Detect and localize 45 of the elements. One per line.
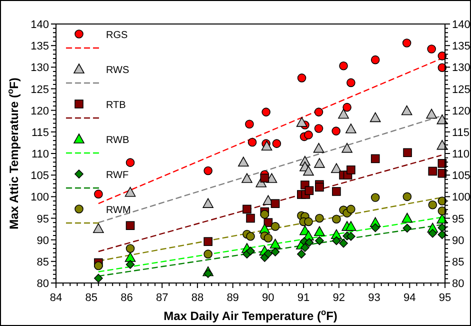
y2-tick-label: 130 <box>452 62 470 74</box>
y-tick-label: 95 <box>36 213 49 226</box>
y2-tick-label: 115 <box>452 126 470 139</box>
y2-tick-label: 125 <box>452 84 470 96</box>
y-tick-label: 100 <box>30 192 49 204</box>
x-tick-label: 87 <box>156 292 168 304</box>
y-tick-label: 85 <box>36 256 49 268</box>
x-tick-label: 90 <box>262 292 274 304</box>
legend-label: RGS <box>106 30 128 41</box>
x-tick-label: 93 <box>368 292 380 304</box>
x-tick-label: 89 <box>226 292 239 304</box>
legend-label: RWB <box>106 135 130 146</box>
y-tick-label: 125 <box>30 84 49 96</box>
y2-tick-label: 100 <box>452 192 470 204</box>
y2-tick-label: 105 <box>452 170 470 182</box>
y2-tick-label: 80 <box>452 278 464 290</box>
y2-tick-label: 95 <box>452 213 464 226</box>
x-tick-label: 84 <box>50 292 62 304</box>
y-tick-label: 80 <box>36 278 49 290</box>
x-tick-label: 92 <box>332 292 346 304</box>
y2-tick-label: 90 <box>452 234 464 247</box>
legend-label: RWF <box>106 170 129 181</box>
x-tick-label: 91 <box>297 292 310 304</box>
y2-tick-label: 110 <box>452 148 470 160</box>
y-tick-label: 140 <box>30 19 49 31</box>
legend-label: RWS <box>106 65 130 76</box>
y2-tick-label: 85 <box>452 256 464 268</box>
legend-label: RWM <box>106 205 131 216</box>
y-tick-label: 105 <box>30 170 49 182</box>
x-tick-label: 94 <box>404 292 416 304</box>
y2-tick-label: 140 <box>452 19 470 31</box>
y-tick-label: 130 <box>30 62 49 74</box>
y-tick-label: 135 <box>30 40 49 53</box>
x-tick-label: 85 <box>85 292 98 304</box>
y2-tick-label: 120 <box>452 105 470 118</box>
legend-label: RTB <box>106 100 126 111</box>
y-tick-label: 115 <box>31 126 49 139</box>
x-axis-title: Max Daily Air Temperature ($^{o}$F) <box>164 307 338 323</box>
y-tick-label: 110 <box>31 148 49 160</box>
y-tick-label: 90 <box>36 234 49 247</box>
y-tick-label: 120 <box>30 105 49 118</box>
y2-tick-label: 135 <box>452 40 470 53</box>
x-tick-label: 88 <box>191 292 204 304</box>
x-tick-label: 86 <box>120 292 133 304</box>
x-tick-label: 95 <box>438 292 452 304</box>
